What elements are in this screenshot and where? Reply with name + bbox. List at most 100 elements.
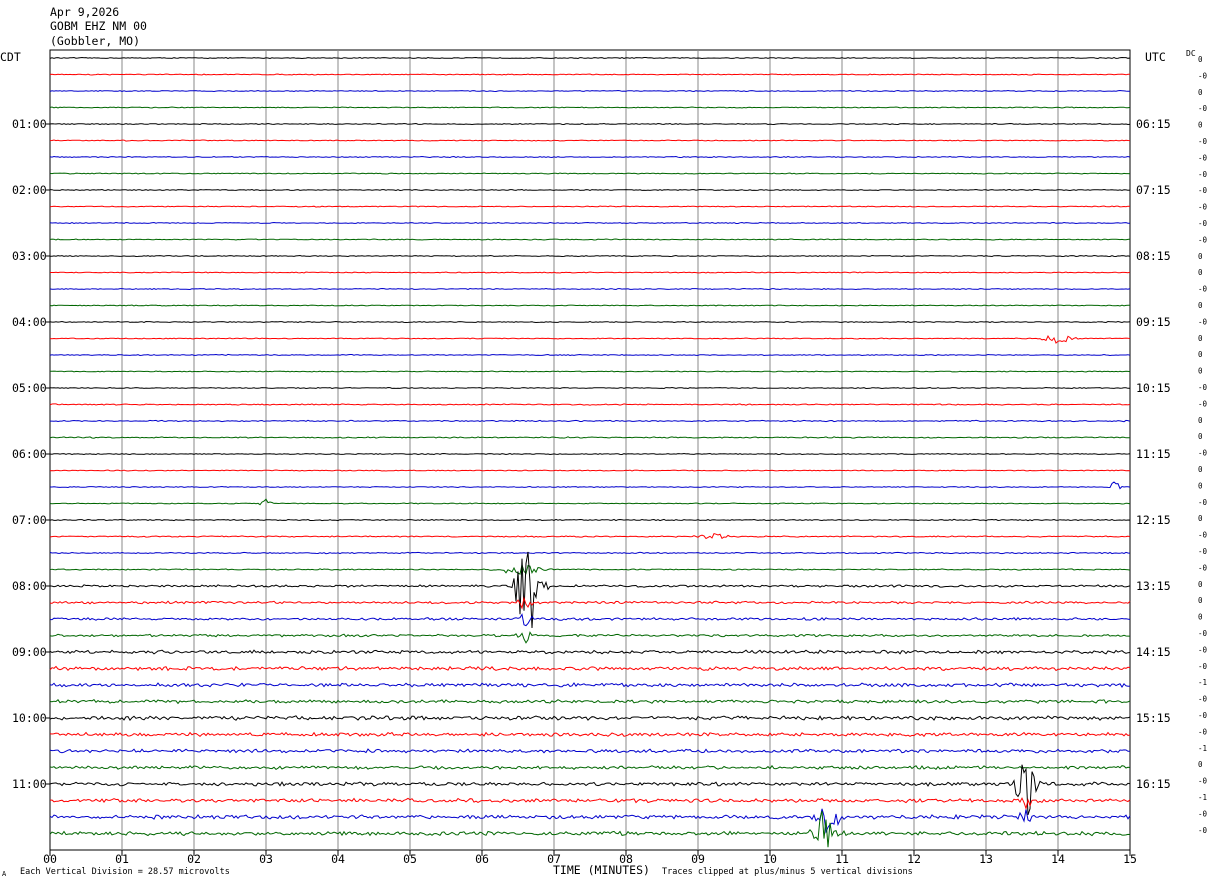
dc-offset-value: -0	[1198, 449, 1208, 458]
dc-offset-value: 0	[1198, 367, 1203, 376]
trace-row-19	[49, 370, 1131, 373]
trace-row-32	[49, 551, 1131, 629]
dc-offset-value: 0	[1198, 268, 1203, 277]
trace-row-47	[49, 810, 1131, 848]
dc-offset-value: 0	[1198, 580, 1203, 589]
trace-row-22	[50, 419, 1131, 423]
dc-offset-value: -0	[1198, 777, 1208, 786]
left-timezone-label: CDT	[0, 50, 21, 64]
trace-row-5	[49, 139, 1131, 142]
dc-offset-value: -0	[1198, 547, 1208, 556]
trace-row-13	[50, 271, 1131, 274]
hour-label-left: 11:00	[12, 777, 47, 791]
plot-frame	[49, 49, 1131, 851]
dc-offset-value: 0	[1198, 350, 1203, 359]
hour-label-right: 06:15	[1136, 117, 1171, 131]
dc-offset-value: -0	[1198, 317, 1208, 326]
trace-row-34	[50, 613, 1131, 627]
trace-row-6	[49, 155, 1131, 159]
trace-row-37	[49, 665, 1131, 672]
hour-label-left: 01:00	[12, 117, 47, 131]
dc-offset-value: -0	[1198, 137, 1208, 146]
trace-row-23	[49, 436, 1131, 439]
hour-label-left: 10:00	[12, 711, 47, 725]
trace-row-9	[49, 205, 1131, 208]
dc-offset-value: 0	[1198, 88, 1203, 97]
hour-label-left: 08:00	[12, 579, 47, 593]
dc-offset-value: -0	[1198, 531, 1208, 540]
trace-row-26	[50, 481, 1131, 490]
trace-row-39	[49, 699, 1131, 705]
dc-offset-value: -0	[1198, 71, 1208, 80]
hour-label-right: 09:15	[1136, 315, 1171, 329]
x-tick-label-00: 00	[43, 852, 57, 866]
dc-offset-value: -0	[1198, 711, 1208, 720]
trace-row-45	[49, 797, 1131, 811]
trace-row-20	[49, 386, 1130, 390]
dc-offset-value: -1	[1198, 678, 1207, 687]
dc-offset-value: -0	[1198, 104, 1208, 113]
trace-row-11	[49, 238, 1131, 241]
trace-row-8	[49, 188, 1131, 192]
x-tick-label-01: 01	[115, 852, 129, 866]
x-tick-label-15: 15	[1123, 852, 1137, 866]
trace-row-28	[49, 518, 1131, 522]
dc-offset-value: 0	[1198, 596, 1203, 605]
dc-offset-value: 0	[1198, 481, 1203, 490]
hour-label-right: 16:15	[1136, 777, 1171, 791]
dc-offset-value: -0	[1198, 203, 1208, 212]
trace-row-10	[49, 221, 1130, 225]
hour-label-right: 07:15	[1136, 183, 1171, 197]
station-location: (Gobbler, MO)	[50, 34, 141, 48]
trace-row-33	[49, 596, 1131, 610]
trace-row-27	[49, 498, 1131, 506]
trace-row-4	[49, 122, 1131, 126]
dc-offset-value: 0	[1198, 432, 1203, 441]
dc-offset-value: 0	[1198, 760, 1203, 769]
corner-mark: A	[2, 870, 7, 878]
trace-row-15	[49, 304, 1130, 307]
dc-offset-value: -0	[1198, 498, 1208, 507]
trace-row-44	[49, 764, 1131, 816]
station-code: GOBM EHZ NM 00	[50, 19, 147, 33]
dc-offset-value: 0	[1198, 416, 1203, 425]
dc-offset-value: 0	[1198, 121, 1203, 130]
dc-offset-value: 0	[1198, 465, 1203, 474]
dc-offset-value: -0	[1198, 645, 1208, 654]
x-tick-label-13: 13	[979, 852, 993, 866]
dc-offset-value: -0	[1198, 235, 1208, 244]
trace-row-25	[49, 469, 1131, 472]
dc-offset-value: -1	[1198, 744, 1207, 753]
dc-offset-value: -0	[1198, 826, 1208, 835]
dc-offset-value: 0	[1198, 334, 1203, 343]
x-tick-label-14: 14	[1051, 852, 1065, 866]
x-tick-label-07: 07	[547, 852, 561, 866]
x-tick-label-08: 08	[619, 852, 633, 866]
trace-row-24	[49, 452, 1131, 456]
hour-label-left: 09:00	[12, 645, 47, 659]
hour-label-right: 14:15	[1136, 645, 1171, 659]
hour-label-right: 15:15	[1136, 711, 1171, 725]
scale-note: Each Vertical Division = 28.57 microvolt…	[20, 867, 230, 877]
hour-label-left: 02:00	[12, 183, 47, 197]
x-tick-label-11: 11	[835, 852, 849, 866]
trace-row-43	[49, 764, 1131, 771]
hour-label-right: 13:15	[1136, 579, 1171, 593]
dc-offset-value: -0	[1198, 563, 1208, 572]
dc-offset-value: 0	[1198, 514, 1203, 523]
trace-row-0	[49, 56, 1131, 60]
dc-offset-value: -0	[1198, 186, 1208, 195]
trace-row-31	[49, 562, 1131, 575]
hour-label-left: 07:00	[12, 513, 47, 527]
dc-offset-value: -0	[1198, 695, 1208, 704]
x-tick-label-04: 04	[331, 852, 345, 866]
trace-row-36	[49, 649, 1131, 655]
dc-offset-value: 0	[1198, 55, 1203, 64]
x-tick-label-12: 12	[907, 852, 921, 866]
dc-offset-value: -0	[1198, 809, 1208, 818]
right-timezone-label: UTC	[1145, 50, 1166, 64]
trace-row-2	[49, 89, 1130, 93]
dc-label: DC	[1186, 49, 1196, 58]
trace-row-30	[49, 551, 1131, 555]
